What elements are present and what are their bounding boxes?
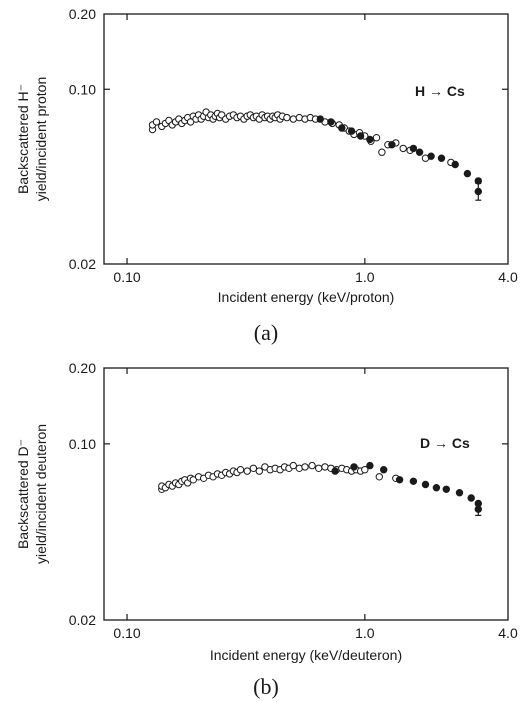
filled-data-point [415, 148, 424, 156]
filled-data-point [338, 124, 346, 132]
y-tick-label: 0.02 [69, 612, 96, 628]
open-data-point [315, 464, 323, 472]
panel-b: 0.10 1.0 4.0 0.20 0.10 0.02 D → Cs Incident e… [15, 360, 518, 699]
filled-data-point [451, 160, 459, 169]
x-tick-label: 0.10 [113, 269, 140, 285]
filled-data-point [409, 144, 418, 153]
open-data-point [378, 148, 386, 156]
filled-data-point [316, 115, 324, 123]
filled-data-point [421, 480, 430, 489]
open-data-point [372, 134, 381, 142]
plot-frame [103, 13, 509, 265]
panel-label: (b) [253, 674, 279, 699]
panel-a: 0.10 1.0 4.0 0.20 0.10 0.02 H → Cs Incident e… [15, 6, 518, 345]
filled-data-point [388, 141, 396, 149]
axis-ticks: 0.10 1.0 4.0 0.20 0.10 0.02 [69, 6, 518, 285]
filled-data-point [409, 477, 418, 485]
open-data-point [289, 115, 297, 123]
y-axis-label-line2: yield/incident proton [33, 77, 49, 202]
data-points [158, 461, 482, 517]
open-data-point [283, 113, 291, 122]
filled-data-point [463, 169, 472, 178]
filled-data-point [455, 489, 464, 497]
filled-data-point [366, 135, 374, 144]
open-data-point [152, 118, 161, 126]
plot-frame [103, 367, 509, 621]
x-tick-label: 1.0 [355, 625, 375, 641]
filled-data-point [427, 152, 435, 160]
filled-data-point [380, 466, 388, 474]
y-tick-label: 0.02 [69, 256, 96, 272]
data-points [148, 108, 482, 201]
y-tick-label: 0.10 [69, 81, 96, 97]
filled-data-point [395, 476, 404, 484]
annotation: H → Cs [415, 83, 465, 99]
x-tick-label: 0.10 [113, 625, 140, 641]
x-axis-label: Incident energy (keV/deuteron) [210, 647, 402, 663]
x-axis-label: Incident energy (keV/proton) [218, 289, 395, 305]
y-tick-label: 0.20 [69, 360, 96, 376]
y-axis-label-line1: Backscattered D⁻ [15, 439, 31, 549]
open-data-point [289, 461, 297, 470]
open-data-point [243, 467, 251, 475]
filled-data-point [442, 485, 450, 493]
y-axis-label-line1: Backscattered H⁻ [15, 84, 31, 194]
filled-data-point [366, 461, 374, 470]
open-data-point [249, 464, 258, 472]
open-data-point [236, 466, 245, 474]
open-data-point [308, 461, 316, 470]
filled-data-point [467, 494, 475, 502]
open-data-point [301, 463, 309, 471]
open-data-point [375, 473, 383, 481]
open-data-point [361, 466, 369, 474]
open-data-point [321, 463, 329, 471]
filled-data-point [347, 127, 356, 135]
y-tick-label: 0.10 [69, 436, 96, 452]
x-tick-label: 1.0 [355, 269, 375, 285]
filled-data-point [356, 132, 365, 140]
x-tick-label: 4.0 [498, 269, 518, 285]
filled-data-point [437, 154, 446, 162]
open-data-point [399, 144, 407, 153]
y-tick-label: 0.20 [69, 6, 96, 22]
filled-data-point [331, 467, 339, 475]
panel-label: (a) [254, 320, 278, 345]
y-axis-label-line2: yield/incident deuteron [33, 424, 49, 564]
filled-data-point [327, 118, 335, 126]
filled-data-point [474, 505, 482, 513]
filled-data-point [474, 187, 482, 196]
axis-ticks: 0.10 1.0 4.0 0.20 0.10 0.02 [69, 360, 518, 641]
filled-data-point [350, 463, 358, 471]
x-tick-label: 4.0 [498, 625, 518, 641]
filled-data-point [432, 484, 441, 492]
annotation: D → Cs [420, 435, 470, 451]
open-data-point [255, 467, 263, 475]
